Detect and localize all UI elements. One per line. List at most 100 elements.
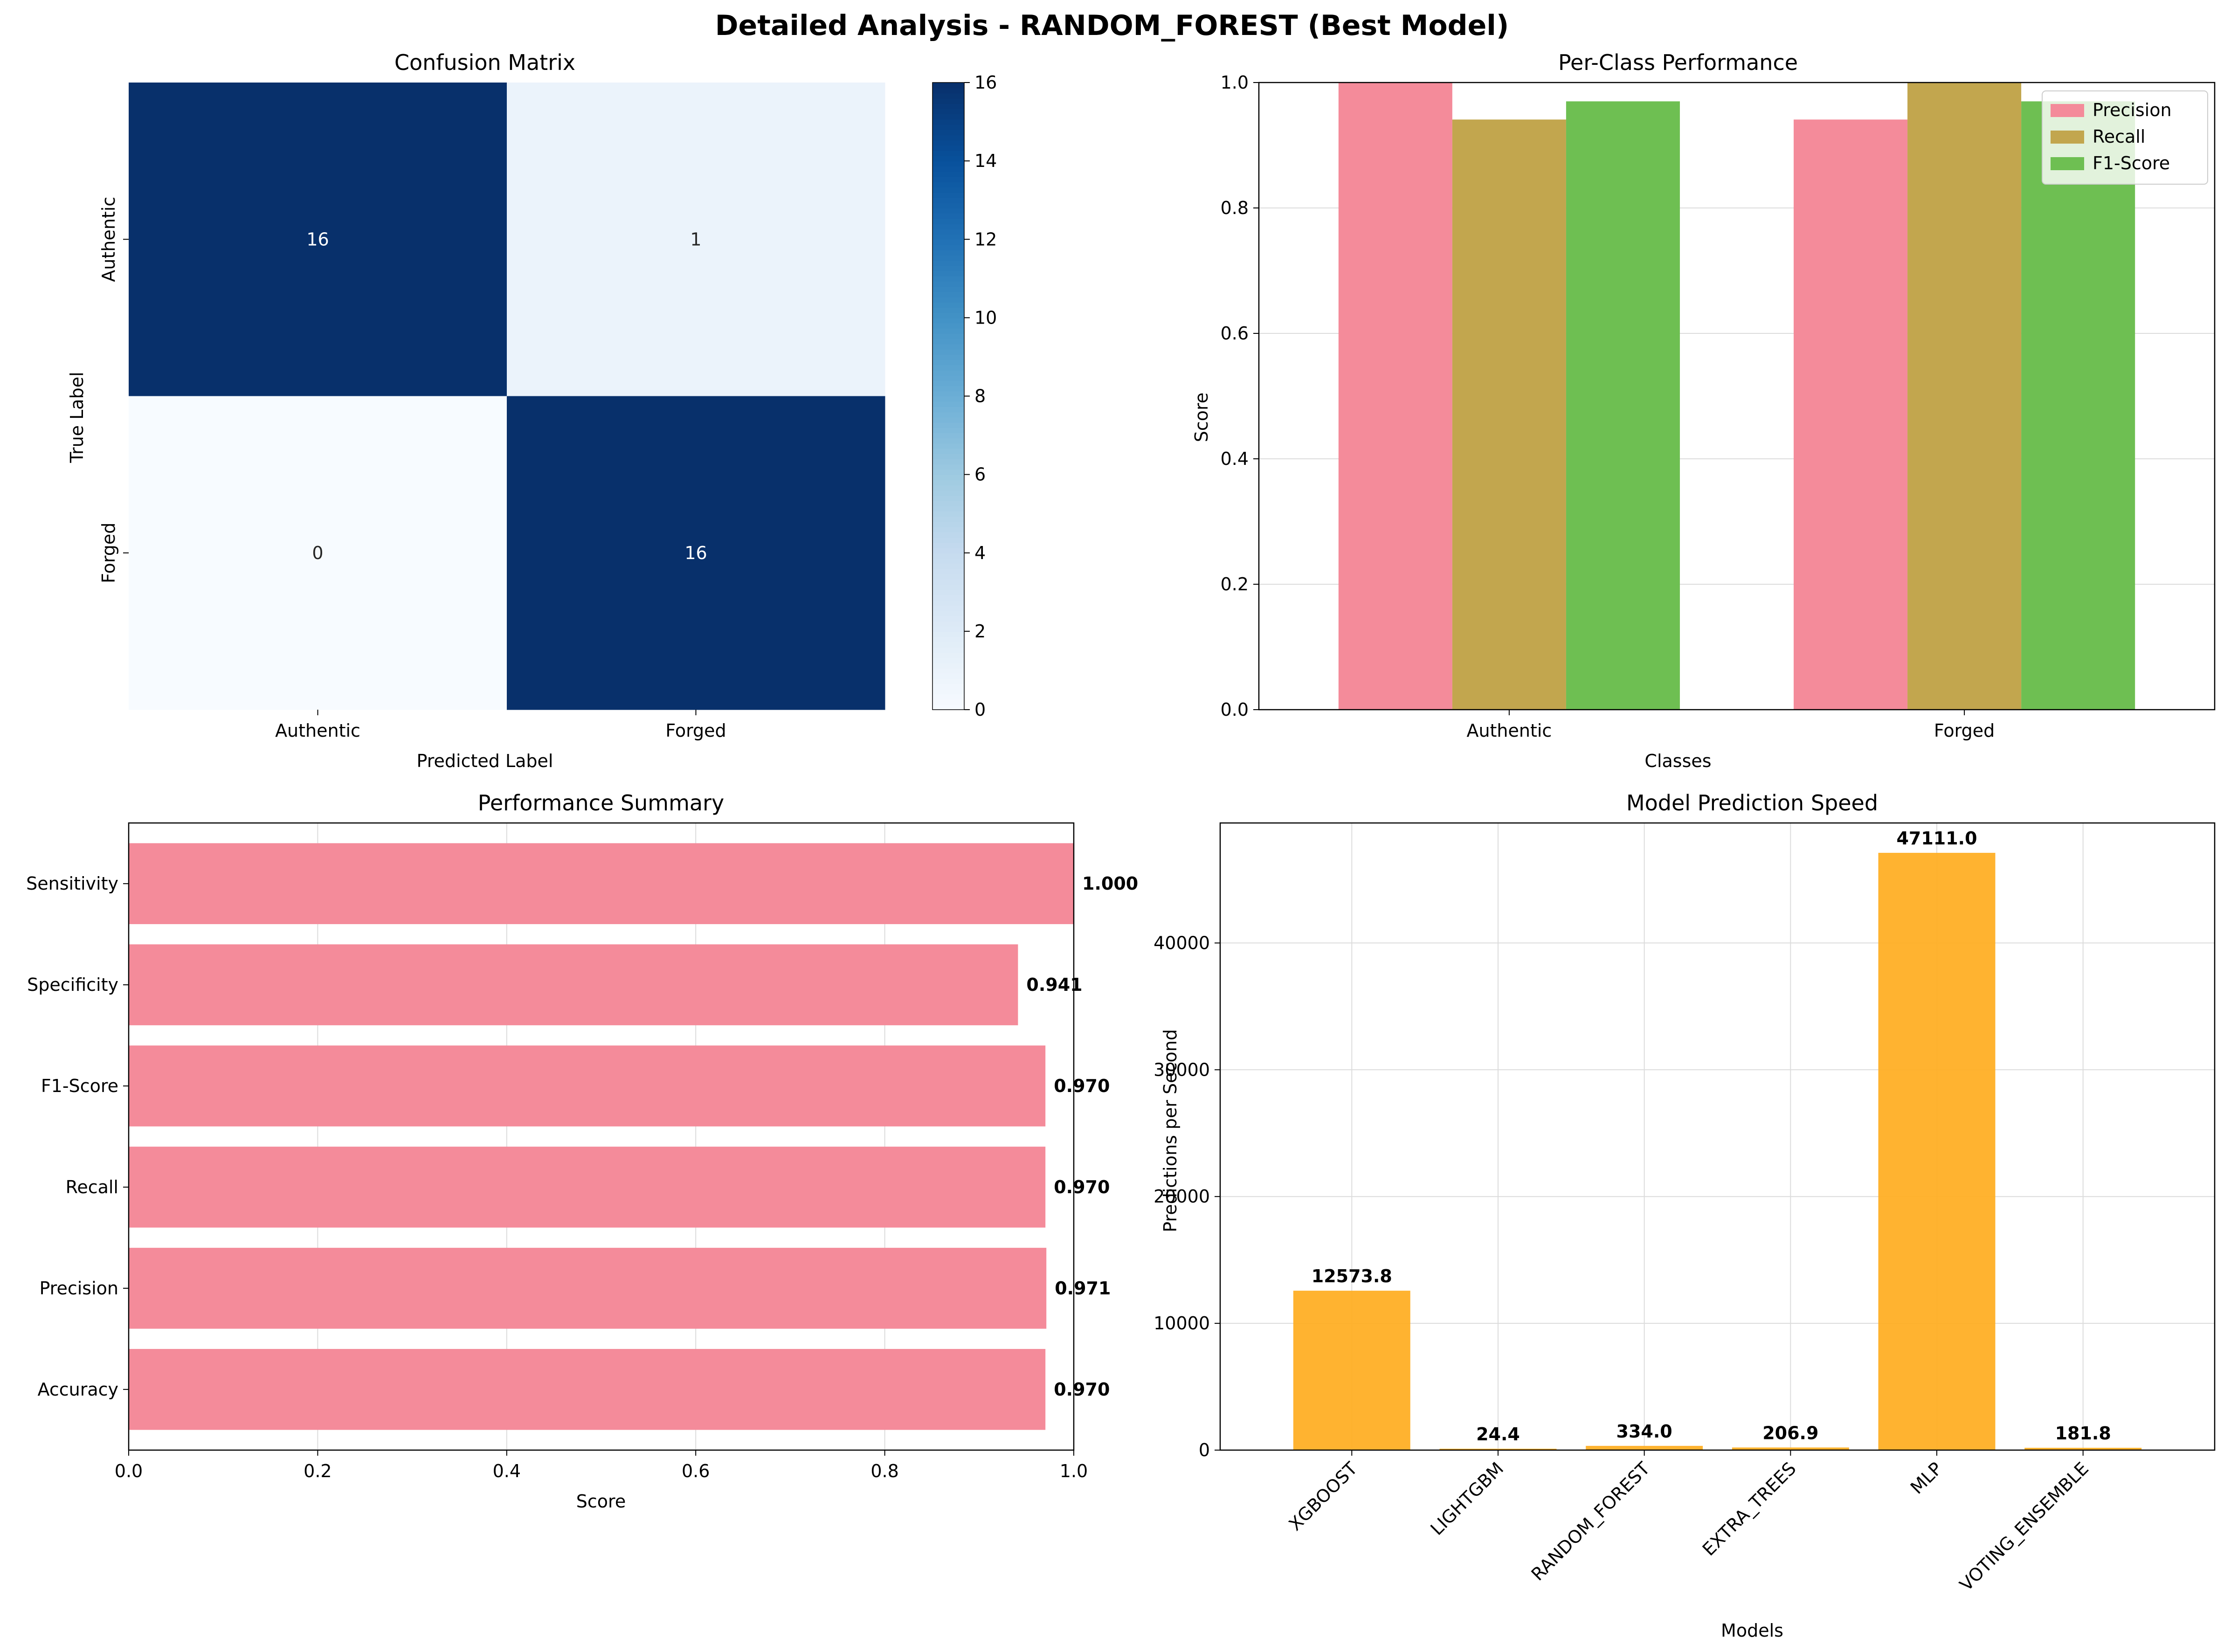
axes-frame	[128, 822, 1075, 1451]
colorbar-segment	[932, 610, 964, 616]
colorbar-segment	[932, 422, 964, 428]
colorbar-tick-label: 12	[974, 229, 997, 249]
performance-summary-xlabel: Score	[576, 1491, 626, 1512]
colorbar-segment	[932, 370, 964, 376]
colorbar-segment	[932, 155, 964, 162]
figure-title: Detailed Analysis - RANDOM_FOREST (Best …	[715, 9, 1509, 42]
colorbar-segment	[932, 124, 964, 130]
colorbar-segment	[932, 328, 964, 334]
colorbar-segment	[932, 694, 964, 700]
colorbar-segment	[932, 114, 964, 120]
y-tick-label: 0.2	[1221, 574, 1249, 594]
colorbar-segment	[932, 584, 964, 590]
confusion-matrix-xlabel: Predicted Label	[417, 751, 553, 771]
bar-precision	[1338, 83, 1452, 710]
y-tick-label: 0	[1199, 1440, 1210, 1460]
colorbar-segment	[932, 312, 964, 318]
colorbar-segment	[932, 239, 964, 245]
heatmap-cell	[507, 396, 885, 710]
colorbar-segment	[932, 318, 964, 324]
colorbar-segment	[932, 223, 964, 229]
colorbar-segment	[932, 553, 964, 559]
colorbar-segment	[932, 673, 964, 679]
colorbar-segment	[932, 600, 964, 606]
colorbar-segment	[932, 83, 964, 89]
colorbar-segment	[932, 401, 964, 407]
colorbar-segment	[932, 386, 964, 392]
colorbar-segment	[932, 547, 964, 553]
y-tick-label: Sensitivity	[26, 873, 118, 894]
colorbar-tick-label: 6	[974, 464, 986, 485]
confusion-matrix-title: Confusion Matrix	[394, 50, 575, 75]
legend-label: Precision	[2093, 100, 2172, 120]
colorbar-segment	[932, 615, 964, 622]
colorbar-segment	[932, 140, 964, 146]
bar-value-label: 334.0	[1616, 1421, 1672, 1442]
colorbar: 0 2 4 6 8 10 12 14 16	[932, 72, 997, 720]
colorbar-segment	[932, 412, 964, 418]
y-tick-label: Precision	[39, 1278, 118, 1299]
colorbar-tick-label: 2	[974, 621, 986, 642]
colorbar-segment	[932, 432, 964, 439]
colorbar-segment	[932, 249, 964, 256]
colorbar-segment	[932, 668, 964, 674]
performance-summary-panel: Performance Summary 0.970 Accuracy 0.971 Pr…	[26, 790, 1138, 1512]
legend-label: Recall	[2093, 126, 2145, 147]
x-tick-label: 0.6	[682, 1461, 710, 1481]
legend-swatch	[2051, 131, 2084, 144]
colorbar-segment	[932, 380, 964, 387]
colorbar-segment	[932, 93, 964, 99]
x-tick-label: Authentic	[1466, 720, 1552, 741]
model-prediction-speed-xlabel: Models	[1721, 1620, 1783, 1641]
colorbar-segment	[932, 171, 964, 177]
cell-value: 1	[690, 229, 701, 249]
colorbar-segment	[932, 396, 964, 402]
colorbar-segment	[932, 563, 964, 569]
speed-bar	[1878, 853, 1996, 1450]
y-tick-label: 30000	[1153, 1059, 1210, 1080]
per-class-performance-title: Per-Class Performance	[1558, 50, 1798, 75]
colorbar-segment	[932, 459, 964, 465]
bar-recall	[1907, 83, 2022, 710]
colorbar-segment	[932, 166, 964, 172]
bar-f1-score	[1566, 101, 1680, 710]
cell-value: 16	[306, 229, 329, 249]
colorbar-segment	[932, 579, 964, 585]
colorbar-segment	[932, 469, 964, 475]
colorbar-segment	[932, 683, 964, 690]
bar-value-label: 0.970	[1054, 1177, 1110, 1197]
colorbar-segment	[932, 359, 964, 366]
bar-value-label: 0.970	[1054, 1076, 1110, 1096]
y-tick-label: 0.6	[1221, 323, 1249, 344]
colorbar-segment	[932, 427, 964, 433]
colorbar-segment	[932, 537, 964, 543]
colorbar-segment	[932, 594, 964, 601]
colorbar-segment	[932, 589, 964, 595]
colorbar-segment	[932, 574, 964, 580]
colorbar-segment	[932, 145, 964, 151]
colorbar-segment	[932, 333, 964, 339]
per-class-performance-xlabel: Classes	[1644, 751, 1711, 771]
colorbar-segment	[932, 485, 964, 491]
colorbar-segment	[932, 323, 964, 329]
colorbar-segment	[932, 181, 964, 188]
y-tick-label: Forged	[98, 523, 119, 583]
legend-label: F1-Score	[2093, 153, 2170, 173]
colorbar-segment	[932, 704, 964, 710]
bar-precision	[1794, 119, 1908, 710]
axes-frame	[1219, 822, 2216, 1451]
colorbar-segment	[932, 521, 964, 527]
colorbar-segment	[932, 511, 964, 517]
per-class-performance-ylabel: Score	[1191, 393, 1212, 442]
colorbar-segment	[932, 663, 964, 669]
summary-bar	[129, 944, 1018, 1025]
x-tick-label: 0.2	[304, 1461, 332, 1481]
legend-swatch	[2051, 104, 2084, 117]
legend-swatch	[2051, 157, 2084, 170]
colorbar-segment	[932, 302, 964, 308]
bar-value-label: 181.8	[2055, 1423, 2111, 1444]
bar-value-label: 1.000	[1082, 873, 1138, 894]
y-tick-label: Recall	[66, 1177, 118, 1197]
colorbar-segment	[932, 526, 964, 532]
colorbar-segment	[932, 344, 964, 350]
